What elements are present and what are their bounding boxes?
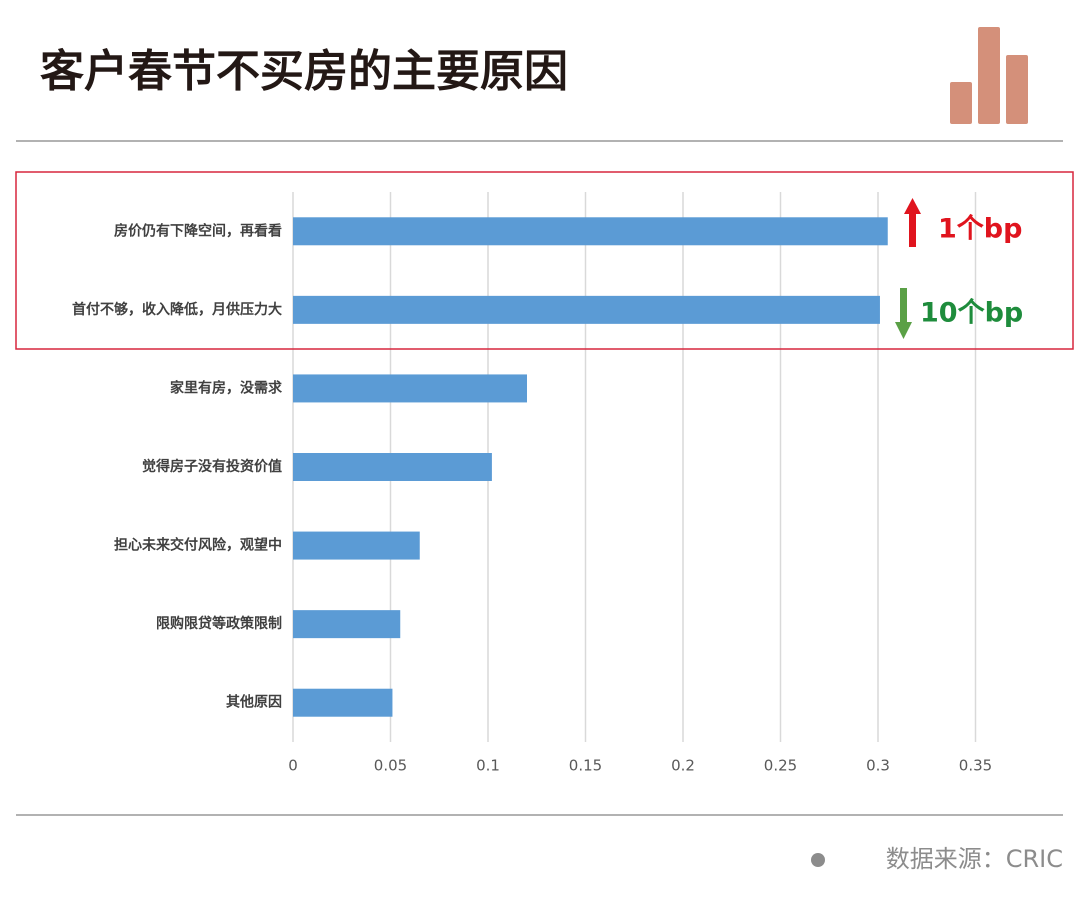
y-tick-label: 房价仍有下降空间，再看看 — [114, 222, 282, 239]
y-tick-label: 觉得房子没有投资价值 — [142, 458, 282, 475]
highlight-box — [15, 171, 1074, 350]
down-arrow — [895, 288, 912, 339]
x-tick-label: 0 — [288, 757, 298, 775]
annotation: 10个bp — [920, 298, 1023, 329]
x-tick-label: 0.3 — [866, 757, 890, 775]
y-tick-label: 首付不够，收入降低，月供压力大 — [72, 301, 282, 318]
y-tick-label: 家里有房，没需求 — [170, 379, 283, 396]
y-tick-label: 担心未来交付风险，观望中 — [114, 537, 282, 554]
bar — [293, 610, 401, 639]
annotation: 1个bp — [938, 214, 1022, 245]
bar — [293, 453, 492, 481]
bar — [293, 295, 880, 324]
logo — [950, 27, 1028, 124]
bar — [293, 217, 888, 246]
source-dot — [811, 853, 825, 867]
bar — [293, 688, 393, 717]
x-tick-label: 0.25 — [764, 757, 797, 775]
bar — [293, 374, 527, 403]
bar — [293, 531, 420, 560]
x-tick-label: 0.15 — [569, 757, 602, 775]
x-tick-label: 0.05 — [374, 757, 407, 775]
x-tick-label: 0.35 — [959, 757, 992, 775]
up-arrow — [904, 198, 921, 247]
x-tick-label: 0.1 — [476, 757, 500, 775]
chart-title: 客户春节不买房的主要原因 — [40, 46, 568, 97]
y-tick-label: 限购限贷等政策限制 — [156, 615, 282, 632]
y-tick-label: 其他原因 — [226, 694, 282, 711]
source: 数据来源：CRIC — [886, 845, 1063, 873]
x-tick-label: 0.2 — [671, 757, 695, 775]
